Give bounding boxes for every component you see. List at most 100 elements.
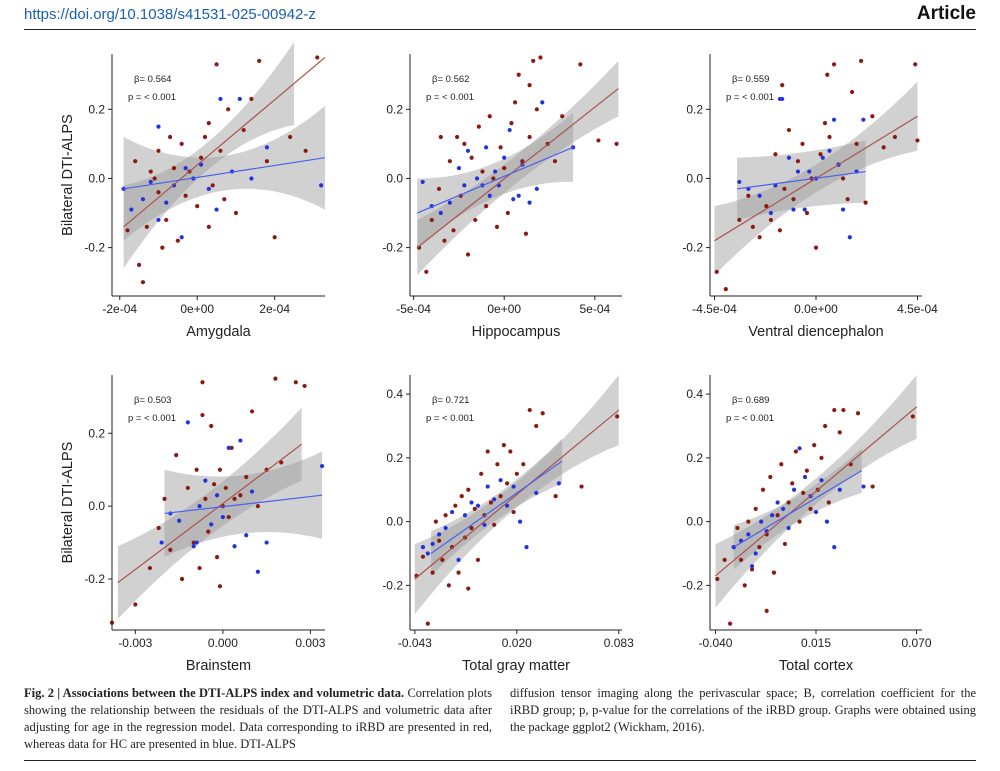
rbd-point <box>854 141 859 146</box>
rbd-point <box>273 376 278 381</box>
hc-point <box>759 519 764 524</box>
rbd-point <box>144 224 149 229</box>
rbd-point <box>742 583 747 588</box>
hc-point <box>524 545 529 550</box>
rbd-point <box>473 217 478 223</box>
rbd-point <box>534 423 539 429</box>
hc-point <box>465 148 471 153</box>
rbd-point <box>476 124 481 129</box>
hc-point <box>156 124 161 129</box>
rbd-point <box>194 467 199 472</box>
x-tick-label: 0e+00 <box>487 302 521 316</box>
hc-regression-line <box>123 157 326 190</box>
rbd-point <box>750 224 755 229</box>
rbd-point <box>768 474 773 480</box>
caption-figure-label: Fig. 2 | Associations between the DTI-AL… <box>24 686 405 700</box>
rbd-point <box>198 155 204 160</box>
hc-point <box>183 165 188 171</box>
hc-point <box>791 487 797 492</box>
rbd-point <box>863 200 868 205</box>
rbd-point <box>498 494 503 499</box>
rbd-point <box>152 176 157 181</box>
beta-annotation: β= 0.564 <box>134 74 171 85</box>
x-tick-label: 4.5e-04 <box>897 302 938 316</box>
rbd-regression-line <box>123 56 326 228</box>
hc-point <box>831 117 837 122</box>
rbd-point <box>185 485 190 491</box>
rbd-point <box>179 576 185 582</box>
hc-regression-line <box>430 460 563 554</box>
rbd-point <box>241 127 246 133</box>
hc-regression-line <box>733 470 862 548</box>
rbd-point <box>133 159 138 164</box>
rbd-point <box>804 210 810 216</box>
rbd-point <box>162 496 167 501</box>
rbd-point <box>420 554 426 559</box>
hc-point <box>534 186 539 191</box>
rbd-point <box>825 72 830 77</box>
hc-point <box>502 155 507 160</box>
hc-point <box>487 193 492 198</box>
rbd-point <box>257 58 262 64</box>
rbd-point <box>209 423 214 429</box>
hc-point <box>220 514 225 520</box>
hc-point <box>824 519 830 524</box>
rbd-point <box>424 269 429 274</box>
hc-point <box>430 541 435 547</box>
hc-point <box>462 513 468 518</box>
hc-point <box>753 551 758 556</box>
rbd-point <box>812 443 817 448</box>
rbd-point <box>728 621 733 626</box>
rbd-point <box>466 586 471 591</box>
hc-point <box>474 176 480 181</box>
y-tick-label: 0.2 <box>686 451 703 465</box>
rbd-point <box>514 471 519 476</box>
hc-point <box>484 145 489 150</box>
rbd-point <box>293 380 298 385</box>
hc-point <box>492 497 497 502</box>
rbd-point <box>244 474 249 480</box>
hc-point <box>802 474 808 480</box>
doi-link[interactable]: https://doi.org/10.1038/s41531-025-00942… <box>24 6 316 23</box>
rbd-point <box>505 210 510 216</box>
rbd-point <box>156 525 161 531</box>
hc-point <box>534 490 539 496</box>
rbd-point <box>560 114 565 119</box>
rbd-point <box>738 557 744 562</box>
rbd-point <box>523 231 529 236</box>
x-axis-title: Total gray matter <box>462 658 570 674</box>
rbd-point <box>171 165 177 171</box>
rbd-point <box>446 583 451 588</box>
hc-point <box>249 176 254 181</box>
rbd-point <box>168 547 173 552</box>
rbd-point <box>826 500 831 505</box>
hc-point <box>482 522 487 527</box>
rbd-point <box>175 238 180 243</box>
x-tick-label: -0.040 <box>698 636 732 650</box>
rbd-point <box>527 134 532 140</box>
y-tick-label: 0.2 <box>386 102 403 116</box>
rbd-point <box>466 487 471 492</box>
hc-point <box>781 506 786 511</box>
hc-point <box>507 127 512 133</box>
rbd-point <box>480 169 485 174</box>
y-tick-label: 0.0 <box>386 171 403 185</box>
rbd-point <box>795 159 801 164</box>
rbd-point <box>516 72 521 77</box>
beta-annotation: β= 0.689 <box>732 395 769 406</box>
rbd-point <box>125 228 130 233</box>
x-axis-title: Ventral diencephalon <box>748 324 883 340</box>
rbd-point <box>552 159 558 164</box>
rbd-point <box>226 514 231 520</box>
rbd-point <box>272 235 277 240</box>
rbd-point <box>614 141 619 146</box>
y-tick-label: -0.2 <box>84 572 105 586</box>
rbd-point <box>845 197 850 202</box>
beta-annotation: β= 0.562 <box>432 74 469 85</box>
rbd-point <box>472 506 477 511</box>
x-tick-label: 0.020 <box>502 636 532 650</box>
rbd-point <box>459 494 464 499</box>
hc-point <box>777 96 783 102</box>
y-tick-label: 0.2 <box>386 451 403 465</box>
hc-point <box>319 183 324 188</box>
